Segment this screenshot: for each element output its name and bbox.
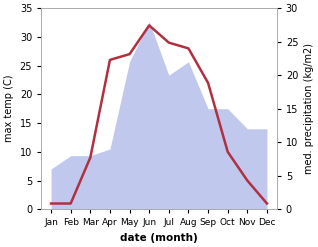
Y-axis label: med. precipitation (kg/m2): med. precipitation (kg/m2)	[304, 43, 314, 174]
X-axis label: date (month): date (month)	[120, 233, 198, 243]
Y-axis label: max temp (C): max temp (C)	[4, 75, 14, 143]
